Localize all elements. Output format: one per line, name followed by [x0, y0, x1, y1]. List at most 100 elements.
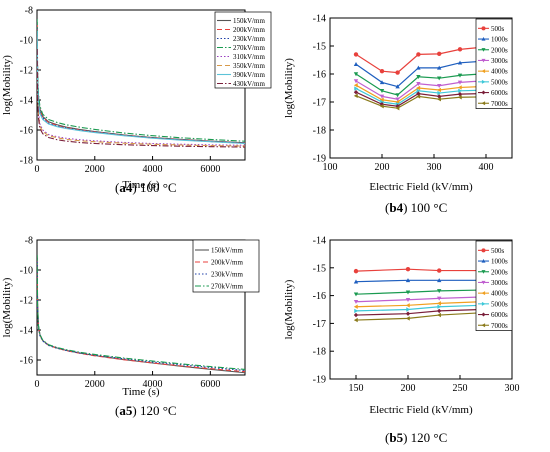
data-point-500s [405, 266, 411, 272]
data-point-5000s [354, 308, 359, 314]
y-tick-label: -16 [313, 70, 326, 81]
legend-marker-6000s [481, 90, 486, 95]
data-point-1000s [437, 65, 442, 70]
y-tick-label: -15 [313, 263, 326, 274]
data-point-4000s [405, 303, 410, 308]
caption-paren-close: ) [132, 180, 136, 195]
caption-condition: 120 °C [137, 403, 177, 418]
y-tick-label: -12 [20, 296, 33, 307]
data-point-3000s [405, 298, 411, 302]
data-point-6000s [405, 311, 411, 316]
data-point-3000s [437, 296, 442, 301]
legend-label: 4000s [491, 68, 508, 76]
legend-label: 2000s [491, 268, 508, 276]
y-tick-label: -17 [313, 98, 326, 109]
caption-condition: 100 °C [407, 200, 447, 215]
legend-label: 2000s [491, 46, 508, 54]
y-tick-label: -19 [313, 375, 326, 386]
series-line-5000s [355, 304, 481, 312]
legend-label: 150kV/mm [211, 247, 243, 255]
x-tick-label: 4000 [143, 379, 163, 390]
legend-label: 7000s [491, 100, 508, 108]
legend-marker-1000s [481, 37, 486, 41]
chart-panel-a4: 0 2000 4000 6000 -8 -10 -12 -14 -16 -18 Time (s) lo… [1, 6, 272, 195]
y-tick-label: -16 [20, 126, 33, 137]
legend-label: 350kV/mm [233, 62, 265, 70]
legend-label: 270kV/mm [233, 44, 265, 52]
legend-label: 230kV/mm [233, 35, 265, 43]
legend-label: 1000s [491, 258, 508, 266]
legend-label: 3000s [491, 57, 508, 65]
legend-label: 230kV/mm [211, 271, 243, 279]
data-point-3000s [416, 82, 421, 86]
y-tick-label: -17 [313, 319, 326, 330]
data-point-6000s [379, 102, 385, 107]
legend-marker-5000s [481, 301, 486, 306]
legend-label: 5000s [491, 78, 508, 86]
data-point-4000s [416, 85, 421, 91]
y-tick-label: -10 [20, 266, 33, 277]
series-line-270kV/mm [37, 18, 245, 142]
data-point-3000s [379, 94, 385, 99]
caption-paren-close: ) [132, 403, 136, 418]
plot-area [37, 254, 245, 374]
x-tick-label: 300 [505, 383, 520, 394]
data-point-5000s [406, 307, 411, 312]
plot-area [353, 45, 483, 111]
data-point-1000s [395, 84, 400, 89]
data-point-1000s [416, 65, 421, 70]
y-axis-label: log(Mobility) [1, 55, 13, 115]
legend-label: 150kV/mm [233, 17, 265, 25]
legend-box [475, 18, 513, 109]
data-point-4000s [353, 83, 358, 88]
data-point-1000s [457, 60, 463, 65]
series-line-230kV/mm [37, 257, 245, 372]
series-line-430kV/mm [37, 48, 245, 148]
legend-label: 430kV/mm [233, 80, 265, 88]
caption-paren-close: ) [403, 200, 407, 215]
series-line-3000s [355, 296, 481, 303]
series-line-270kV/mm [37, 254, 245, 370]
series-line-310kV/mm [37, 42, 245, 146]
data-point-2000s [437, 289, 442, 294]
data-point-4000s [353, 304, 358, 309]
data-point-2000s [416, 75, 421, 79]
x-tick-label: 0 [35, 164, 40, 175]
data-point-3000s [457, 80, 463, 85]
panel-caption: (b4) 100 °C [385, 200, 447, 215]
data-point-500s [379, 69, 385, 74]
legend-label: 6000s [491, 311, 508, 319]
legend-marker-1000s [481, 259, 486, 263]
data-point-1000s [353, 62, 359, 66]
data-point-2000s [379, 89, 385, 93]
series-line-7000s [355, 312, 481, 321]
legend-label: 5000s [491, 300, 508, 308]
caption-paren-open: ( [115, 403, 119, 418]
data-point-1000s [437, 278, 442, 283]
legend-label: 270kV/mm [211, 283, 243, 291]
caption-condition: 100 °C [137, 180, 177, 195]
y-tick-label: -16 [20, 356, 33, 367]
legend-marker-4000s [481, 69, 486, 74]
x-axis-label: Electric Field (kV/mm) [369, 181, 473, 193]
caption-paren-open: ( [385, 430, 389, 445]
data-point-7000s [405, 316, 410, 321]
data-point-2000s [395, 93, 400, 98]
y-tick-label: -16 [313, 291, 326, 302]
data-point-5000s [416, 88, 421, 93]
data-point-6000s [353, 312, 359, 318]
legend-marker-500s [481, 26, 486, 31]
x-tick-label: 200 [401, 383, 416, 394]
legend-label: 390kV/mm [233, 71, 265, 79]
data-point-500s [457, 47, 463, 52]
legend-box [475, 240, 513, 331]
caption-id: a4 [119, 180, 133, 195]
data-point-500s [437, 268, 442, 273]
data-point-7000s [353, 93, 358, 99]
data-point-2000s [353, 72, 359, 77]
series-line-2000s [355, 289, 481, 295]
y-tick-label: -18 [313, 347, 326, 358]
data-point-1000s [353, 279, 359, 284]
data-point-7000s [353, 317, 358, 323]
data-point-7000s [437, 312, 441, 318]
